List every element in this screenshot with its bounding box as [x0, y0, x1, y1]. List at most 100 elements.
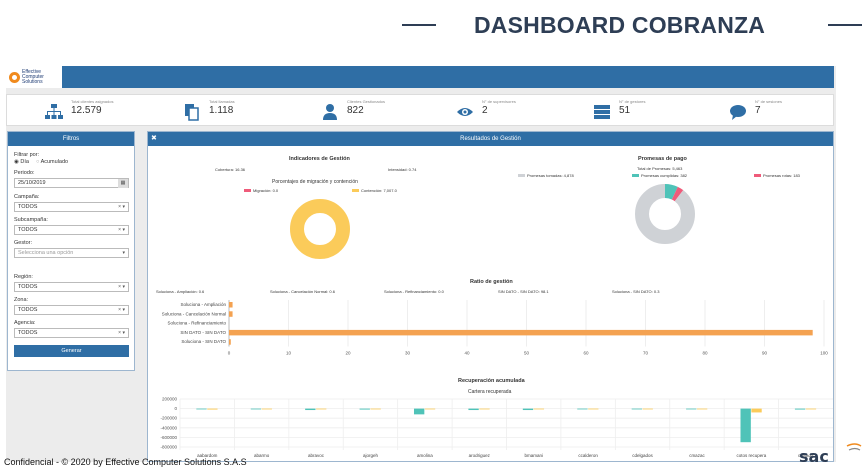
cartera-bar[interactable]	[642, 408, 653, 410]
cartera-bar[interactable]	[424, 408, 436, 410]
donut-slice-promesas-tomadas[interactable]	[635, 184, 695, 244]
clear-chevron-icon[interactable]: × ▾	[118, 284, 125, 290]
promesas-title: Promesas de pago	[638, 156, 687, 162]
results-title-text: Resultados de Gestión	[460, 136, 521, 142]
ratio-bar[interactable]	[229, 302, 233, 308]
ratio-header: Soluciona - SIN DATO: 0.3	[612, 289, 660, 294]
legend-cumplidas: Promesas cumplidas: 382	[632, 173, 687, 178]
legend-migracion-text: Migración: 0.0	[253, 188, 279, 193]
cartera-bar[interactable]	[305, 408, 316, 411]
legend-swatch	[754, 174, 761, 178]
ratio-bar[interactable]	[229, 329, 813, 336]
cartera-bar[interactable]	[533, 408, 545, 410]
cartera-bar[interactable]	[196, 408, 207, 410]
gestor-select[interactable]: Selecciona una opción ▾	[14, 248, 129, 258]
cartera-bar[interactable]	[794, 408, 806, 410]
ratio-bar[interactable]	[229, 339, 231, 345]
zona-value: TODOS	[18, 307, 38, 313]
y-category-label: Soluciona - Ampliación	[180, 302, 226, 307]
kpi-card: N° de supervisores 2	[456, 97, 586, 125]
chevron-down-icon[interactable]: ▾	[122, 250, 125, 256]
campana-value: TODOS	[18, 204, 38, 210]
cartera-bar[interactable]	[751, 408, 762, 413]
legend-rotas-text: Promesas rotas: 183	[763, 173, 800, 178]
ratio-title: Ratio de gestión	[470, 279, 513, 285]
filters-panel: Filtros Filtrar por: ◉ Día ○ Acumulado P…	[7, 131, 135, 371]
campana-label: Campaña:	[14, 194, 40, 200]
cartera-bar[interactable]	[468, 408, 479, 411]
logo-mark-icon	[9, 71, 20, 83]
zona-select[interactable]: TODOS × ▾	[14, 305, 129, 315]
generar-button[interactable]: Generar	[14, 345, 129, 357]
kpi-card: N° de sesiones 7	[729, 97, 859, 125]
cartera-bar[interactable]	[522, 408, 534, 411]
server-icon	[594, 105, 610, 119]
x-tick-label: 20	[345, 351, 351, 356]
documents-icon	[185, 104, 199, 121]
top-navbar: Effective Computer Solutions	[6, 66, 834, 88]
close-icon[interactable]: ✖	[151, 135, 157, 142]
promesas-donut-chart	[635, 184, 695, 244]
ratio-bar[interactable]	[229, 311, 233, 317]
legend-migracion: Migración: 0.0	[244, 188, 278, 193]
kpi-label: N° de sesiones	[755, 99, 782, 104]
cartera-bar[interactable]	[250, 408, 262, 410]
company-logo[interactable]: Effective Computer Solutions	[6, 66, 62, 88]
legend-rotas: Promesas rotas: 183	[754, 173, 800, 178]
x-category-label: cdelgados	[632, 453, 653, 458]
x-tick-label: 30	[405, 351, 411, 356]
slide-title: DASHBOARD COBRANZA	[474, 12, 766, 38]
periodo-value: 25/10/2019	[18, 180, 46, 186]
agencia-select[interactable]: TODOS × ▾	[14, 328, 129, 338]
agencia-value: TODOS	[18, 330, 38, 336]
clear-chevron-icon[interactable]: × ▾	[118, 307, 125, 313]
donut-slice-contencion[interactable]	[290, 199, 350, 259]
radio-unchecked-icon: ○	[36, 159, 40, 165]
cartera-bar[interactable]	[413, 408, 425, 415]
region-select[interactable]: TODOS × ▾	[14, 282, 129, 292]
clear-chevron-icon[interactable]: × ▾	[118, 204, 125, 210]
recuperacion-title: Recuperación acumulada	[458, 378, 525, 384]
x-category-label: bmamani	[524, 453, 543, 458]
results-panel: ✖ Resultados de Gestión Indicadores de G…	[147, 131, 834, 462]
cartera-bar[interactable]	[631, 408, 642, 410]
kpi-value: 2	[482, 105, 488, 116]
subcampana-select[interactable]: TODOS × ▾	[14, 225, 129, 235]
clear-chevron-icon[interactable]: × ▾	[118, 330, 125, 336]
y-category-label: Soluciona - Refinanciamiento	[167, 321, 226, 326]
cartera-bar[interactable]	[696, 408, 708, 410]
slide-title-line-left	[402, 24, 436, 26]
cartera-bar[interactable]	[686, 408, 697, 410]
y-category-label: Soluciona - SIN DATO	[181, 339, 226, 344]
cartera-bar[interactable]	[370, 408, 381, 410]
cartera-bar[interactable]	[577, 408, 588, 410]
kpi-value: 1.118	[209, 105, 234, 116]
campana-select[interactable]: TODOS × ▾	[14, 202, 129, 212]
cartera-title: Cartera recuperada	[468, 389, 512, 395]
clear-chevron-icon[interactable]: × ▾	[118, 227, 125, 233]
radio-acumulado-label: Acumulado	[40, 159, 69, 165]
kpi-card: Clientes Gestionados 822	[321, 97, 451, 125]
radio-dia[interactable]: ◉ Día	[14, 159, 29, 165]
cartera-bar[interactable]	[805, 408, 817, 410]
cartera-bar[interactable]	[479, 408, 490, 410]
x-tick-label: 90	[762, 351, 768, 356]
logo-text: Effective Computer Solutions	[22, 68, 44, 85]
cartera-bar[interactable]	[588, 408, 599, 410]
ratio-header: SIN DATO - SIN DATO: 98.1	[498, 289, 549, 294]
cartera-bar[interactable]	[740, 408, 751, 443]
calendar-icon[interactable]: ▦	[118, 179, 128, 188]
cobertura-text: Cobertura: 16.36	[215, 167, 246, 172]
cartera-bar[interactable]	[207, 408, 218, 410]
legend-cumplidas-text: Promesas cumplidas: 382	[641, 173, 688, 178]
agencia-label: Agencia:	[14, 320, 36, 326]
cartera-bar[interactable]	[316, 408, 327, 410]
periodo-date-input[interactable]: 25/10/2019 ▦	[14, 178, 129, 188]
dashboard-app: Effective Computer Solutions Total clien…	[6, 66, 836, 462]
radio-acumulado[interactable]: ○ Acumulado	[36, 159, 68, 165]
org-chart-icon	[45, 104, 63, 119]
region-value: TODOS	[18, 284, 38, 290]
cartera-bar[interactable]	[261, 408, 272, 410]
x-tick-label: 100	[820, 351, 828, 356]
cartera-bar[interactable]	[359, 408, 370, 410]
